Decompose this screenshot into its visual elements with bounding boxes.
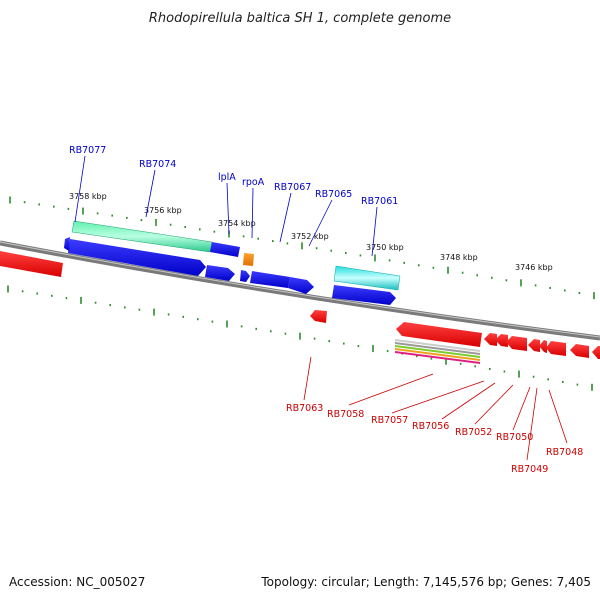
gene-feature[interactable]: [0, 251, 63, 277]
gene-label-rb7052[interactable]: RB7052: [455, 427, 492, 438]
leader-line: [308, 199, 333, 247]
gene-feature[interactable]: [240, 270, 250, 282]
rna-feature[interactable]: [395, 345, 480, 358]
gene-feature[interactable]: [396, 322, 482, 347]
gene-label-rb7077[interactable]: RB7077: [69, 145, 106, 156]
reverse-labels: RB7063 RB7058 RB7057 RB7056 RB7052 RB705…: [286, 356, 583, 475]
gene-label-rb7049[interactable]: RB7049: [511, 464, 548, 475]
leader-line: [371, 206, 378, 257]
leader-line: [512, 386, 531, 431]
gene-label-rb7050[interactable]: RB7050: [496, 432, 533, 443]
rna-feature[interactable]: [395, 348, 480, 361]
gene-feature[interactable]: [484, 333, 497, 346]
gene-feature[interactable]: [495, 334, 508, 347]
gene-feature[interactable]: [250, 271, 290, 288]
scale-label-3758: 3758 kbp: [69, 192, 107, 201]
gene-label-rpoa[interactable]: rpoA: [242, 177, 265, 188]
rna-feature[interactable]: [395, 342, 480, 355]
map-title: Rhodopirellula baltica SH 1, complete ge…: [149, 11, 451, 26]
accession-text: Accession: NC_005027: [9, 575, 145, 589]
reverse-features: [0, 251, 600, 364]
gene-feature[interactable]: [332, 285, 396, 305]
gene-feature[interactable]: [333, 265, 401, 291]
scale-label-3752: 3752 kbp: [291, 232, 329, 241]
gene-feature[interactable]: [64, 237, 70, 251]
gene-feature[interactable]: [243, 253, 254, 266]
scale-label-3746: 3746 kbp: [515, 263, 553, 272]
gene-label-rb7056[interactable]: RB7056: [412, 421, 449, 432]
gene-feature[interactable]: [288, 277, 314, 294]
forward-features: [64, 220, 401, 305]
rna-feature[interactable]: [395, 351, 480, 364]
leader-line: [348, 373, 434, 406]
leader-line: [74, 155, 86, 223]
gene-label-rb7065[interactable]: RB7065: [315, 189, 352, 200]
leader-line: [391, 380, 485, 414]
gene-feature[interactable]: [570, 344, 589, 358]
scale-label-3750: 3750 kbp: [366, 243, 404, 252]
leader-line: [145, 169, 156, 218]
leader-line: [251, 187, 254, 239]
gene-feature[interactable]: [539, 340, 547, 353]
gene-feature[interactable]: [528, 339, 540, 352]
scale-ticks: [7, 196, 595, 391]
gene-label-rb7063[interactable]: RB7063: [286, 403, 323, 414]
genome-backbone: [0, 240, 600, 341]
leader-line: [303, 356, 312, 401]
leader-line: [474, 384, 514, 425]
genome-summary-text: Topology: circular; Length: 7,145,576 bp…: [260, 575, 591, 589]
gene-feature[interactable]: [210, 242, 240, 257]
forward-labels: RB7077 RB7074 lplA rpoA RB7067 RB7065 RB…: [69, 145, 398, 257]
scale-label-3748: 3748 kbp: [440, 253, 478, 262]
gene-label-rb7061[interactable]: RB7061: [361, 196, 398, 207]
gene-feature[interactable]: [310, 310, 327, 323]
scale-label-3754: 3754 kbp: [218, 219, 256, 228]
rna-feature[interactable]: [395, 339, 480, 352]
gene-label-rb7057[interactable]: RB7057: [371, 415, 408, 426]
scale-label-3756: 3756 kbp: [144, 206, 182, 215]
gene-label-rb7058[interactable]: RB7058: [327, 409, 364, 420]
gene-feature[interactable]: [205, 265, 235, 281]
gene-label-rb7067[interactable]: RB7067: [274, 182, 311, 193]
leader-line: [526, 387, 538, 461]
gene-feature[interactable]: [68, 239, 206, 276]
gene-label-lpla[interactable]: lplA: [218, 172, 236, 183]
leader-line: [226, 182, 230, 235]
gene-feature[interactable]: [592, 346, 600, 359]
gene-label-rb7048[interactable]: RB7048: [546, 447, 583, 458]
leader-line: [279, 192, 292, 243]
genome-backbone-highlight: [0, 241, 600, 338]
gene-feature[interactable]: [546, 341, 566, 356]
leader-line: [548, 389, 568, 444]
leader-line: [441, 382, 496, 420]
gene-label-rb7074[interactable]: RB7074: [139, 159, 176, 170]
gene-feature[interactable]: [506, 336, 527, 351]
scale-labels: 3758 kbp 3756 kbp 3754 kbp 3752 kbp 3750…: [69, 192, 553, 272]
